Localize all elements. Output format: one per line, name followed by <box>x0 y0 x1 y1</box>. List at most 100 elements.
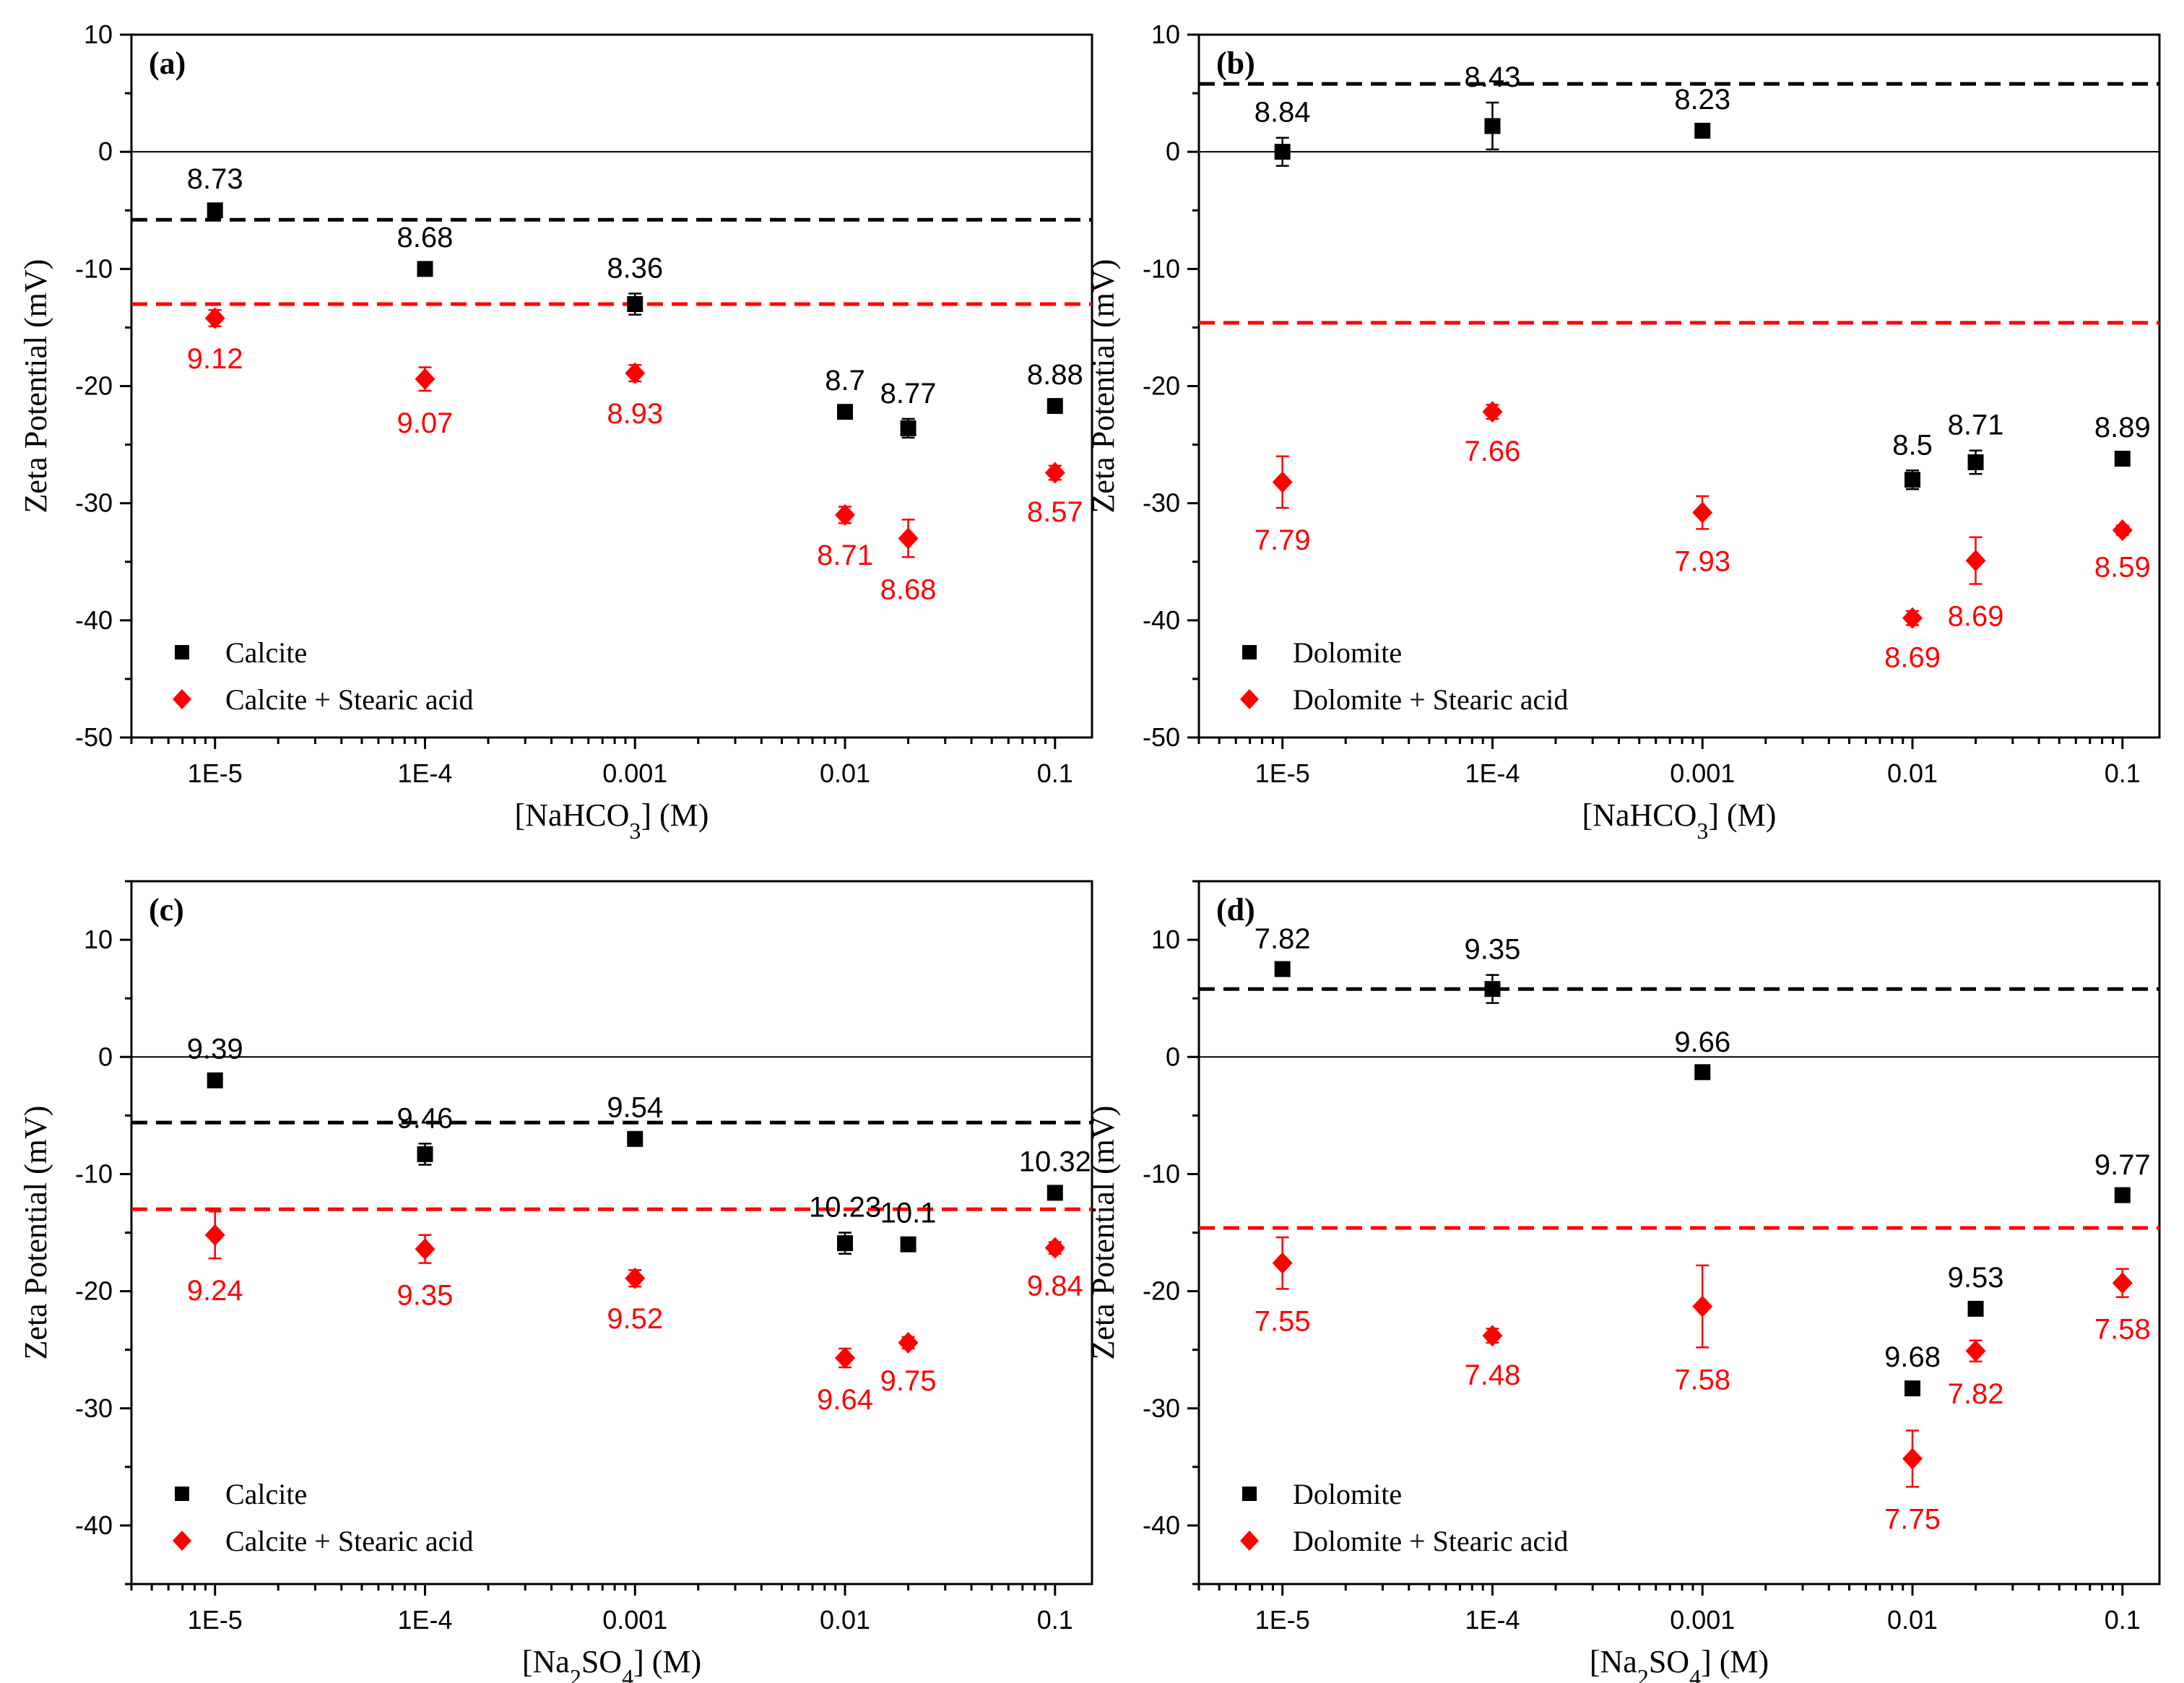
data-label: 8.69 <box>1948 601 2004 633</box>
x-axis-title-pre: [Na <box>1590 1644 1637 1679</box>
y-tick-label: -50 <box>1143 722 1180 752</box>
data-point-square <box>1967 1300 1984 1317</box>
data-point-diamond <box>1044 462 1065 484</box>
y-axis-title: Zeta Potential (mV) <box>18 1106 53 1360</box>
series-2: 7.79 7.66 7.93 8.698.69 8.59 <box>1254 401 2151 673</box>
data-label: 7.58 <box>1674 1364 1730 1396</box>
data-label: 9.12 <box>187 343 243 375</box>
y-tick-label: -40 <box>75 605 113 635</box>
data-label: 8.88 <box>1027 359 1083 391</box>
y-tick-label: 0 <box>1166 1042 1180 1071</box>
data-label: 7.93 <box>1674 545 1730 577</box>
x-tick-label: 1E-4 <box>397 1605 452 1635</box>
x-tick-label: 0.01 <box>1887 758 1938 788</box>
data-label: 9.66 <box>1674 1026 1730 1058</box>
x-tick-label: 1E-4 <box>1465 758 1520 788</box>
data-label: 9.84 <box>1027 1271 1083 1302</box>
y-tick-label: -20 <box>75 371 113 401</box>
x-axis-title-sub2: 4 <box>622 1664 633 1683</box>
data-point-diamond <box>415 368 436 390</box>
panel-label: (d) <box>1216 892 1255 927</box>
x-axis-title-post: ] (M) <box>1708 797 1776 833</box>
data-label: 9.46 <box>397 1102 454 1134</box>
x-axis-title-sub: 3 <box>629 818 641 844</box>
legend-entry: Calcite <box>225 636 307 669</box>
x-axis-title-pre: [NaHCO <box>515 797 630 833</box>
data-label: 8.69 <box>1884 641 1941 673</box>
data-point-square <box>1484 118 1501 134</box>
data-point-diamond <box>1692 501 1713 524</box>
data-point-diamond <box>625 362 646 384</box>
legend-marker-square <box>1242 645 1257 659</box>
series-2: 9.24 9.35 9.52 9.649.75 9.84 <box>187 1211 1083 1416</box>
x-tick-label: 0.001 <box>1670 1605 1735 1635</box>
y-tick-label: 10 <box>84 20 113 49</box>
x-axis-title: [NaHCO3] (M) <box>1582 797 1777 844</box>
data-point-diamond <box>1272 1252 1293 1274</box>
data-label: 10.23 <box>809 1192 881 1224</box>
data-label: 9.68 <box>1884 1341 1941 1373</box>
x-axis-title: [Na2SO4] (M) <box>1590 1644 1769 1683</box>
data-label: 9.35 <box>397 1280 454 1312</box>
data-point-diamond <box>1482 401 1503 423</box>
data-point-square <box>1046 1185 1063 1201</box>
data-label: 8.71 <box>1948 410 2004 441</box>
data-point-diamond <box>835 1347 856 1370</box>
x-tick-label: 0.001 <box>602 758 667 788</box>
y-tick-label: -10 <box>75 254 113 283</box>
data-label: 8.77 <box>880 378 937 410</box>
x-axis-title-post: ] (M) <box>641 797 708 833</box>
y-axis-title: Zeta Potential (mV) <box>18 259 53 514</box>
data-point-square <box>627 1130 644 1147</box>
data-point-diamond <box>1692 1295 1713 1318</box>
x-tick-label: 0.1 <box>2105 1605 2141 1635</box>
y-tick-label: 10 <box>1151 925 1180 954</box>
data-point-square <box>627 295 644 312</box>
data-point-square <box>417 261 433 277</box>
legend: Calcite Calcite + Stearic acid <box>173 1478 474 1557</box>
y-tick-label: -30 <box>75 488 113 518</box>
y-tick-label: 0 <box>98 137 113 166</box>
legend-entry: Calcite + Stearic acid <box>225 1525 474 1557</box>
legend-marker-diamond <box>1240 689 1259 709</box>
data-label: 8.93 <box>607 398 663 430</box>
legend-entry: Dolomite + Stearic acid <box>1293 1525 1568 1557</box>
chart-panel-3: 10 0 -10 -20 -30 -40 1E-5 1E-4 0.001 0.01 0.1 Zeta … <box>18 880 1093 1683</box>
data-label: 10.32 <box>1019 1146 1091 1177</box>
data-point-square <box>417 1146 433 1162</box>
data-label: 9.07 <box>397 407 454 439</box>
x-tick-label: 0.1 <box>2105 758 2141 788</box>
x-axis-title-sub: 2 <box>570 1664 581 1683</box>
y-tick-label: -50 <box>75 722 113 752</box>
chart-panel-4: 10 0 -10 -20 -30 -40 1E-5 1E-4 0.001 0.01 0.1 Zeta … <box>1086 880 2161 1683</box>
data-point-diamond <box>204 1224 225 1246</box>
data-label: 8.73 <box>187 163 243 195</box>
data-label: 7.79 <box>1254 524 1311 556</box>
x-axis-title: [NaHCO3] (M) <box>515 797 709 844</box>
legend-marker-diamond <box>173 689 191 709</box>
plot-frame <box>1197 33 2161 739</box>
legend: Dolomite Dolomite + Stearic acid <box>1240 1478 1568 1557</box>
data-label: 7.75 <box>1884 1503 1941 1535</box>
data-label: 8.59 <box>2094 551 2151 583</box>
y-tick-label: -30 <box>75 1393 113 1423</box>
data-point-square <box>2114 451 2131 467</box>
x-axis-title-post2: ] (M) <box>633 1644 701 1679</box>
legend-marker-diamond <box>173 1531 191 1551</box>
data-point-square <box>1694 1064 1711 1081</box>
data-point-diamond <box>898 1331 919 1354</box>
x-tick-label: 0.1 <box>1037 1605 1073 1635</box>
data-point-square <box>837 1235 854 1252</box>
data-label: 9.39 <box>187 1034 243 1065</box>
data-point-diamond <box>835 503 856 526</box>
data-point-diamond <box>2112 1272 2133 1294</box>
data-point-diamond <box>1965 1340 1986 1362</box>
data-point-square <box>1484 981 1501 998</box>
legend: Calcite Calcite + Stearic acid <box>173 636 474 716</box>
data-label: 7.58 <box>2094 1314 2151 1346</box>
data-label: 9.64 <box>817 1384 873 1416</box>
y-tick-label: -10 <box>75 1159 113 1188</box>
y-tick-label: -30 <box>1143 1393 1180 1423</box>
legend: Dolomite Dolomite + Stearic acid <box>1240 636 1568 716</box>
